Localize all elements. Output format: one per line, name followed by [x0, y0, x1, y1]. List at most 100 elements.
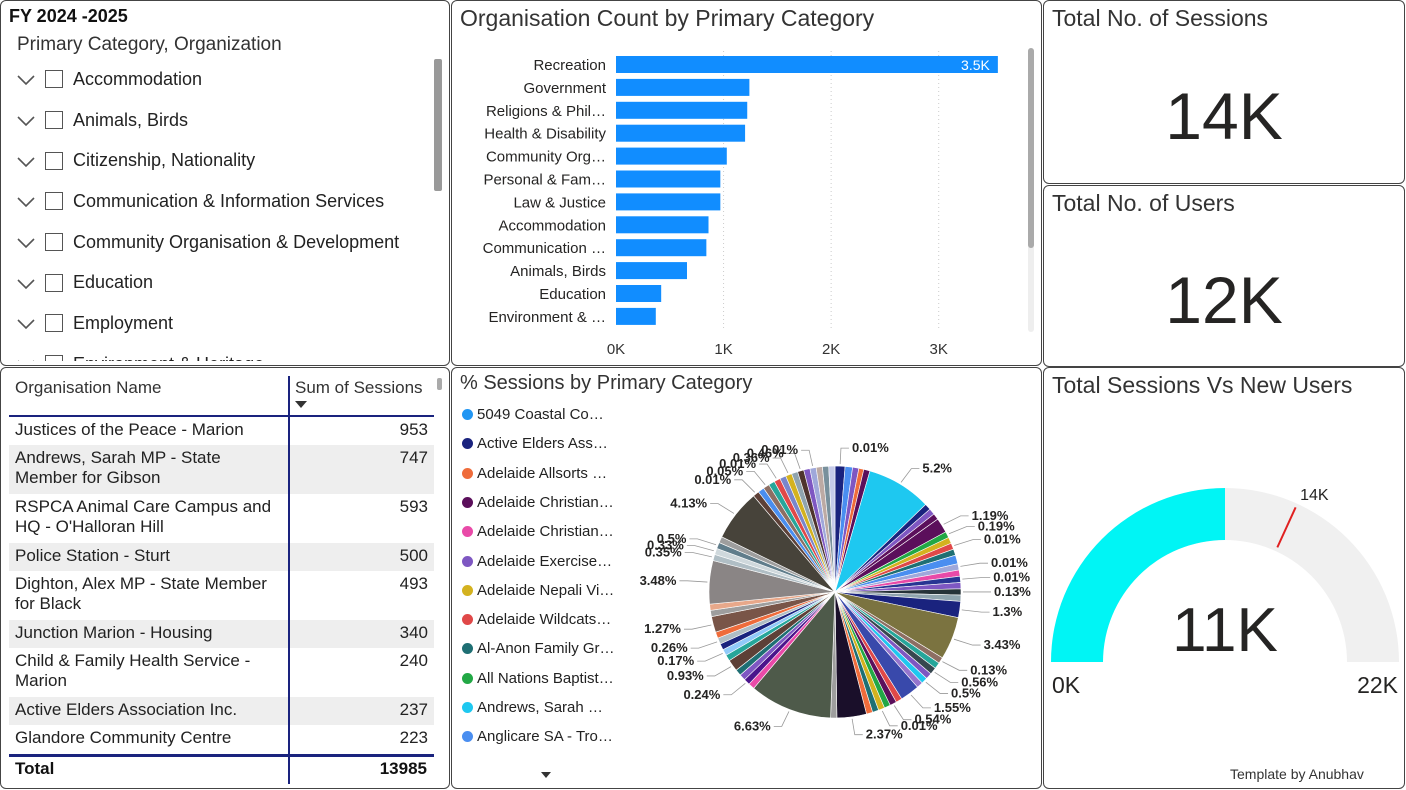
leader-line	[942, 661, 968, 671]
checkbox[interactable]	[45, 233, 63, 252]
column-header-sum-of-sessions[interactable]: Sum of Sessions	[295, 378, 423, 397]
legend-item[interactable]: Adelaide Exercise…	[462, 553, 612, 570]
organisation-count-chart: Organisation Count by Primary Category 0…	[451, 0, 1042, 366]
leader-line	[953, 638, 981, 646]
slicer-item[interactable]: Community Organisation & Development	[17, 222, 427, 263]
table-row[interactable]: Active Elders Association Inc. 237	[9, 697, 434, 725]
bar[interactable]	[616, 170, 721, 188]
legend-item[interactable]: Adelaide Wildcats…	[462, 611, 611, 628]
legend-item[interactable]: 5049 Coastal Co…	[462, 406, 604, 423]
slicer-scrollbar[interactable]	[434, 59, 442, 191]
table-row[interactable]: Police Station - Sturt 500	[9, 543, 434, 571]
table-row[interactable]: Child & Family Health Service - Marion 24…	[9, 648, 434, 697]
slicer-item[interactable]: Citizenship, Nationality	[17, 140, 427, 181]
slicer-item[interactable]: Employment	[17, 303, 427, 344]
bar[interactable]	[616, 262, 687, 280]
chevron-down-icon[interactable]	[17, 233, 35, 251]
leader-line	[723, 683, 746, 696]
bar[interactable]	[616, 147, 727, 165]
bar[interactable]	[616, 307, 656, 325]
bar[interactable]	[616, 101, 748, 119]
leader-line	[839, 447, 849, 465]
fiscal-year-label: FY 2024 -2025	[9, 6, 128, 26]
bar[interactable]	[616, 285, 662, 302]
legend-item[interactable]: Adelaide Nepali Vi…	[462, 582, 614, 599]
bar[interactable]	[616, 239, 707, 257]
slice-data-label: 0.01%	[694, 472, 731, 487]
legend-marker	[462, 702, 473, 713]
gauge-min-label: 0K	[1052, 672, 1081, 698]
checkbox[interactable]	[45, 151, 63, 170]
checkbox[interactable]	[45, 70, 63, 89]
slice-data-label: 0.01%	[984, 532, 1021, 547]
bar[interactable]	[616, 78, 750, 96]
slice-data-label: 0.19%	[978, 518, 1015, 533]
slicer-item[interactable]: Environment & Heritage	[17, 344, 427, 361]
slicer-item[interactable]: Accommodation	[17, 59, 427, 100]
legend-item[interactable]: Active Elders Ass…	[462, 435, 608, 452]
sessions-vs-users-gauge: Total Sessions Vs New Users 14K 11K 0K 22K …	[1043, 367, 1405, 789]
organisation-name-cell: Active Elders Association Inc.	[15, 700, 238, 719]
table-row[interactable]: RSPCA Animal Care Campus and HQ - O'Hall…	[9, 494, 434, 543]
legend-item[interactable]: All Nations Baptist…	[462, 670, 614, 687]
table-row[interactable]: Glandore Community Centre 223	[9, 725, 434, 753]
sort-descending-icon[interactable]	[295, 401, 307, 408]
column-header-organisation-name[interactable]: Organisation Name	[15, 378, 162, 397]
table-row[interactable]: Justices of the Peace - Marion 953	[9, 417, 434, 445]
slicer-item[interactable]: Communication & Information Services	[17, 181, 427, 222]
bar[interactable]	[616, 193, 721, 211]
bar[interactable]	[616, 56, 998, 73]
total-users-card: Total No. of Users 12K	[1043, 185, 1405, 367]
slice-data-label: 0.24%	[683, 687, 720, 702]
table-scrollbar[interactable]	[437, 378, 442, 390]
chevron-down-icon[interactable]	[17, 192, 35, 210]
slicer-item[interactable]: Animals, Birds	[17, 100, 427, 141]
total-value: 13985	[379, 759, 427, 778]
legend-item[interactable]: Adelaide Christian…	[462, 523, 614, 540]
bar[interactable]	[616, 216, 709, 234]
slice-data-label: 0.26%	[651, 640, 688, 655]
table-row[interactable]: Junction Marion - Housing 340	[9, 620, 434, 648]
slice-data-label: 0.5%	[657, 531, 687, 546]
chevron-down-icon[interactable]	[17, 274, 35, 292]
legend-marker	[462, 438, 473, 450]
slice-data-label: 0.01%	[901, 718, 938, 733]
leader-line	[697, 653, 723, 662]
legend-label: 5049 Coastal Co…	[477, 406, 604, 423]
legend-scroll-down-icon[interactable]	[541, 772, 551, 778]
chevron-down-icon[interactable]	[17, 355, 35, 361]
sessions-cell: 500	[399, 546, 428, 565]
slicer-item-label: Environment & Heritage	[73, 354, 264, 361]
checkbox[interactable]	[45, 192, 63, 211]
leader-line	[706, 666, 732, 677]
total-sessions-title: Total No. of Sessions	[1052, 5, 1269, 31]
checkbox[interactable]	[45, 314, 63, 333]
bar[interactable]	[616, 124, 746, 142]
slicer-item-label: Animals, Birds	[73, 109, 189, 130]
pie-slice[interactable]	[828, 465, 836, 593]
x-tick-label: 1K	[714, 341, 732, 358]
slice-data-label: 3.48%	[640, 573, 677, 588]
table-row[interactable]: Andrews, Sarah MP - State Member for Gib…	[9, 445, 434, 494]
checkbox[interactable]	[45, 111, 63, 130]
legend-item[interactable]: Adelaide Christian…	[462, 494, 614, 511]
legend-item[interactable]: Andrews, Sarah …	[462, 699, 603, 716]
table-row[interactable]: Dighton, Alex MP - State Member for Blac…	[9, 571, 434, 620]
chevron-down-icon[interactable]	[17, 70, 35, 88]
chevron-down-icon[interactable]	[17, 111, 35, 129]
chevron-down-icon[interactable]	[17, 152, 35, 170]
legend-item[interactable]: Al-Anon Family Gr…	[462, 640, 615, 657]
pie-slice[interactable]	[753, 591, 836, 719]
legend-item[interactable]: Anglicare SA - Tro…	[462, 728, 613, 745]
slicer-item-label: Accommodation	[73, 68, 203, 89]
slicer-item[interactable]: Education	[17, 262, 427, 303]
bar-chart-scrollbar[interactable]	[1028, 48, 1034, 248]
checkbox[interactable]	[45, 355, 63, 361]
checkbox[interactable]	[45, 273, 63, 292]
gauge-fill[interactable]	[1051, 488, 1225, 662]
legend-item[interactable]: Adelaide Allsorts …	[462, 465, 607, 482]
category-label: Government	[523, 80, 606, 97]
slice-data-label: 0.35%	[645, 545, 682, 560]
gauge-svg: 14K 11K 0K 22K	[1051, 487, 1399, 698]
chevron-down-icon[interactable]	[17, 314, 35, 332]
